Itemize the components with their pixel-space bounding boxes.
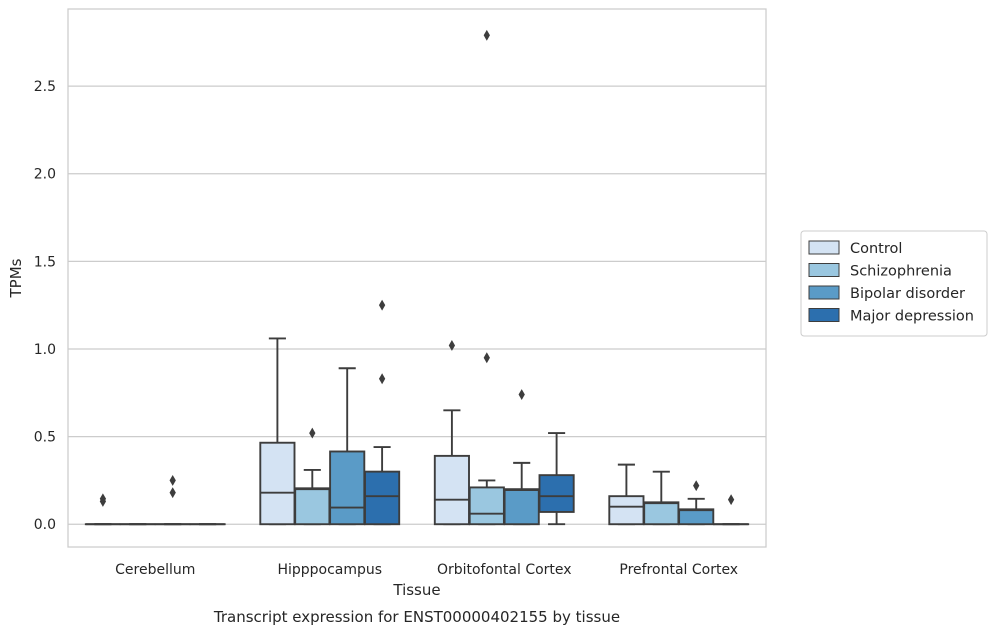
y-tick-label: 2.5 (34, 79, 56, 95)
box-body (678, 508, 715, 526)
legend-label: Schizophrenia (850, 264, 952, 280)
box-1-2 (329, 367, 366, 526)
x-axis-ticks: Cerebellum Hipppocampus Orbitofontal Corte… (115, 562, 738, 578)
legend-swatch (808, 240, 840, 255)
y-axis-ticks: 0.0 0.5 1.0 1.5 2.0 2.5 (34, 79, 56, 533)
outlier-point (169, 474, 176, 486)
legend-label: Control (850, 241, 902, 257)
x-tick-label: Hipppocampus (277, 562, 382, 578)
box-body (643, 501, 680, 526)
box-body (294, 487, 331, 526)
outlier-point (483, 352, 490, 364)
x-tick-label: Cerebellum (115, 562, 195, 578)
y-tick-label: 0.5 (34, 430, 56, 446)
outlier-point (727, 494, 735, 506)
box-1-0 (259, 337, 296, 526)
legend-frame (800, 230, 988, 337)
box-body (538, 474, 575, 513)
box-body (364, 470, 401, 526)
box-3-0 (608, 463, 645, 526)
box-plot-area (84, 29, 750, 526)
x-tick-label: Orbitofontal Cortex (437, 562, 572, 578)
box-body (259, 441, 296, 526)
box-0-2 (154, 474, 191, 526)
outlier-point (378, 373, 386, 385)
x-tick-label: Prefrontal Cortex (619, 562, 738, 578)
y-tick-label: 2.0 (34, 167, 56, 183)
box-body (329, 450, 366, 526)
outlier-point (483, 29, 490, 41)
box-body (503, 488, 540, 526)
y-tick-label: 0.0 (34, 517, 56, 533)
box-3-2 (678, 480, 715, 526)
box-body (468, 486, 505, 526)
legend-swatch (808, 263, 840, 277)
outlier-point (518, 389, 525, 400)
x-axis-label: Tissue (392, 581, 440, 599)
y-tick-label: 1.5 (34, 254, 56, 270)
outlier-point (309, 427, 316, 439)
legend-swatch (808, 285, 840, 300)
outlier-point (448, 340, 456, 351)
outlier-point (378, 299, 386, 311)
legend: Control Schizophrenia Bipolar disorder Majo… (800, 230, 988, 337)
box-2-3 (538, 432, 575, 526)
outlier-point (99, 493, 107, 505)
box-1-3 (364, 299, 401, 526)
y-axis-label: TPMs (7, 258, 25, 298)
box-body (608, 495, 645, 526)
outlier-point (693, 480, 700, 492)
box-3-3 (713, 494, 750, 526)
box-body (433, 454, 470, 526)
legend-label: Major depression (850, 309, 974, 325)
legend-swatch (808, 308, 840, 322)
chart-title: Transcript expression for ENST0000040215… (213, 608, 620, 626)
legend-label: Bipolar disorder (850, 286, 965, 302)
y-tick-label: 1.0 (34, 342, 56, 358)
outlier-point (169, 487, 176, 499)
box-2-1 (468, 29, 505, 526)
plot-frame (67, 8, 767, 548)
